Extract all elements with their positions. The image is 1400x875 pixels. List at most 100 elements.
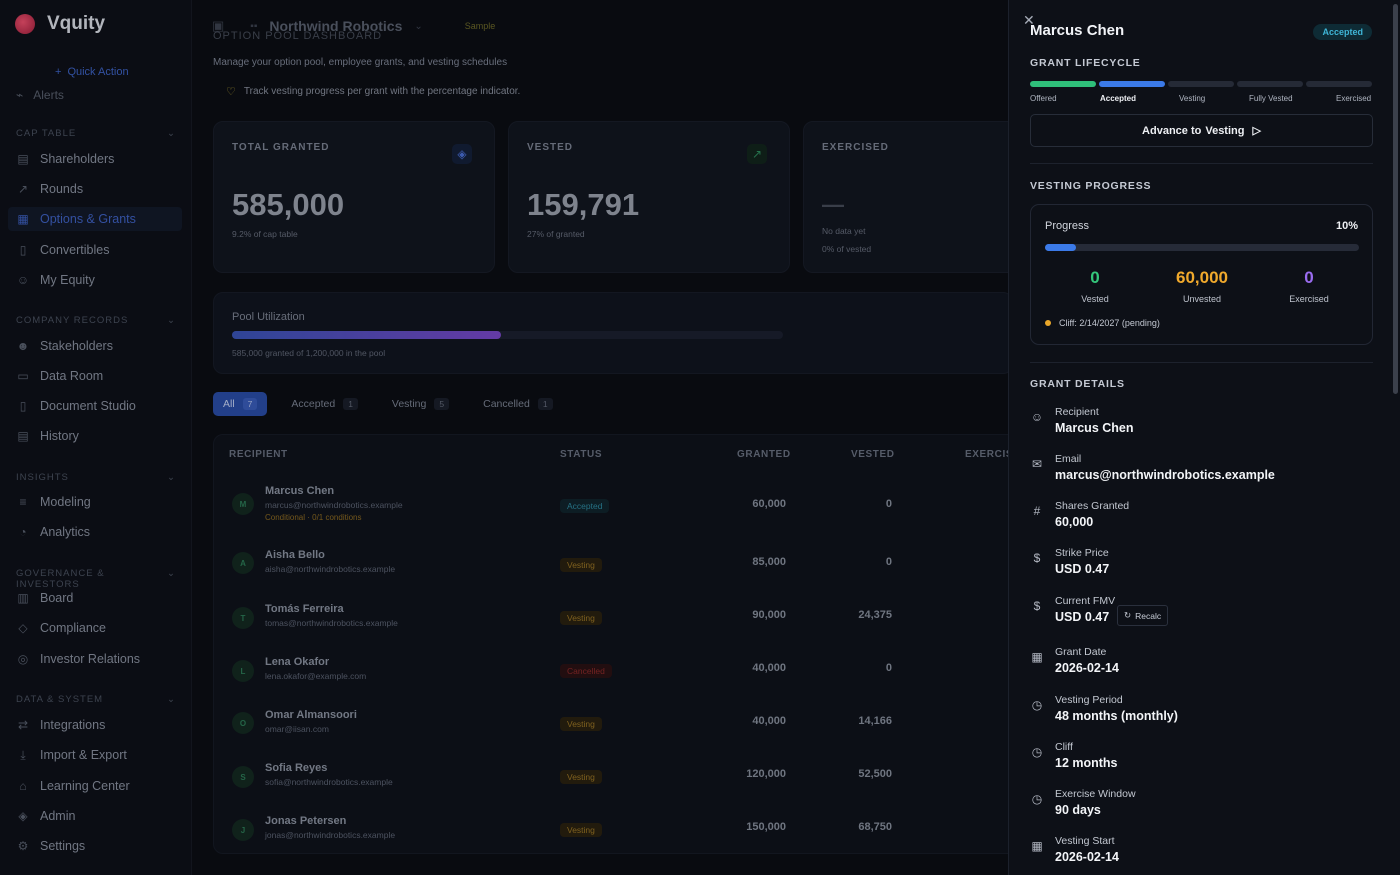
detail-cliff: ◷ Cliff 12 months — [1030, 741, 1373, 781]
sidebar-item-board[interactable]: ▥ Board — [17, 591, 74, 605]
detail-value: USD 0.47 — [1055, 610, 1110, 624]
org-switcher[interactable]: Northwind Robotics — [269, 18, 403, 34]
arrows-icon: ⇄ — [17, 718, 29, 732]
advance-to-vesting-button[interactable]: Advance to Vesting ▷ — [1030, 114, 1373, 147]
recipient-email: aisha@northwindrobotics.example — [265, 564, 396, 574]
column-header-vested[interactable]: VESTED — [851, 449, 895, 460]
lifecycle-label: Offered — [1030, 94, 1057, 103]
section-title-vesting: VESTING PROGRESS — [1030, 180, 1152, 192]
sidebar-item-admin[interactable]: ◈ Admin — [8, 804, 182, 828]
tab-accepted[interactable]: Accepted 1 — [281, 392, 368, 416]
section-company-records[interactable]: COMPANY RECORDS ⌄ — [16, 315, 176, 326]
sidebar-item-settings[interactable]: ⚙ Settings — [17, 839, 86, 853]
recalc-button[interactable]: ↻ Recalc — [1117, 605, 1169, 626]
drawer-title: Marcus Chen — [1030, 22, 1125, 39]
lifecycle-label: Accepted — [1100, 94, 1137, 103]
sidebar-item-rounds[interactable]: ↗ Rounds — [17, 182, 84, 196]
status-badge: Cancelled — [560, 664, 612, 678]
brand-logo-icon — [15, 14, 35, 34]
hash-icon: # — [1033, 504, 1041, 518]
sidebar-item-data-room[interactable]: ▭ Data Room — [17, 369, 104, 383]
folder-icon: ▭ — [17, 369, 29, 383]
sidebar-item-investor-relations[interactable]: ◎ Investor Relations — [17, 652, 141, 666]
recipient-email: sofia@northwindrobotics.example — [265, 777, 393, 787]
tab-vesting[interactable]: Vesting 5 — [382, 392, 459, 416]
recipient-name: Marcus Chen — [265, 485, 335, 497]
detail-value: USD 0.47 — [1055, 562, 1110, 576]
avatar: M — [232, 493, 254, 515]
granted-value: 150,000 — [746, 821, 786, 833]
table-row[interactable]: A Aisha Bello aisha@northwindrobotics.ex… — [214, 545, 1024, 597]
sidebar-item-analytics[interactable]: ◔ Analytics — [8, 520, 182, 544]
sidebar-toggle-icon[interactable]: ▣ — [212, 18, 225, 33]
graduation-cap-icon: ⌂ — [19, 779, 27, 793]
pie-icon: ◔ — [19, 525, 27, 539]
refresh-icon: ↻ — [1124, 610, 1132, 620]
table-row[interactable]: M Marcus Chen marcus@northwindrobotics.e… — [214, 479, 1024, 531]
detail-current-fmv: $ Current FMV USD 0.47 ↻ Recalc — [1030, 595, 1373, 635]
lifecycle-step-fully-vested — [1237, 81, 1303, 87]
sidebar-item-shareholders[interactable]: ▤ Shareholders — [17, 152, 115, 166]
column-header-status[interactable]: STATUS — [560, 449, 603, 460]
sidebar-item-alerts[interactable]: ⌁ Alerts — [16, 88, 64, 102]
section-insights[interactable]: INSIGHTS ⌄ — [16, 472, 176, 483]
detail-value: marcus@northwindrobotics.example — [1055, 468, 1275, 482]
vested-value: 52,500 — [858, 768, 892, 780]
trend-up-icon: ↗ — [747, 144, 767, 164]
section-cap-table[interactable]: CAP TABLE ⌄ — [16, 128, 176, 139]
lifecycle-step-offered — [1030, 81, 1096, 87]
close-icon[interactable]: ✕ — [1023, 12, 1035, 28]
sidebar-item-compliance[interactable]: ◇ Compliance — [8, 616, 182, 640]
tab-all[interactable]: All 7 — [213, 392, 268, 416]
trend-icon: ↗ — [17, 182, 29, 196]
tab-count: 1 — [537, 398, 553, 410]
gift-icon: ▦ — [17, 212, 29, 226]
pool-utilization-bar — [232, 331, 783, 339]
user-icon: ☺ — [1030, 410, 1044, 424]
table-row[interactable]: S Sofia Reyes sofia@northwindrobotics.ex… — [214, 757, 1024, 809]
table-row[interactable]: L Lena Okafor lena.okafor@example.com Ca… — [214, 651, 1024, 703]
users-icon: ☻ — [16, 339, 30, 353]
lifecycle-label: Exercised — [1336, 94, 1372, 103]
detail-label: Vesting Period — [1055, 694, 1123, 706]
section-governance[interactable]: GOVERNANCE & INVESTORS ⌄ — [16, 568, 176, 590]
page-title: OPTION POOL DASHBOARD — [213, 30, 383, 42]
column-header-exercised[interactable]: EXERCIS — [965, 449, 1014, 460]
section-data-system[interactable]: DATA & SYSTEM ⌄ — [16, 694, 176, 705]
sidebar-item-stakeholders[interactable]: ☻ Stakeholders — [16, 339, 113, 353]
sidebar-item-import-export[interactable]: ⤓ Import & Export — [8, 743, 182, 767]
table-row[interactable]: T Tomás Ferreira tomas@northwindrobotics… — [214, 598, 1024, 650]
granted-value: 90,000 — [752, 609, 786, 621]
chevron-down-icon[interactable]: ⌄ — [414, 20, 423, 32]
kpi-subtext: 0% of vested — [822, 244, 872, 254]
stat-value: 60,000 — [1176, 268, 1228, 287]
brand[interactable]: Vquity — [15, 13, 105, 35]
tip-banner: ♡ Track vesting progress per grant with … — [226, 85, 520, 98]
sidebar-item-document-studio[interactable]: ▯ Document Studio — [8, 394, 182, 418]
sidebar-item-learning-center[interactable]: ⌂ Learning Center — [8, 774, 182, 798]
sidebar-item-modeling[interactable]: ≡ Modeling — [8, 490, 182, 514]
kpi-subtext: 9.2% of cap table — [232, 229, 298, 239]
sidebar-item-options-grants[interactable]: ▦ Options & Grants — [8, 207, 182, 231]
table-icon: ▤ — [17, 152, 29, 166]
document-icon: ▯ — [19, 243, 27, 257]
sidebar-item-integrations[interactable]: ⇄ Integrations — [17, 718, 106, 732]
layers-icon: ◈ — [452, 144, 472, 164]
tab-cancelled[interactable]: Cancelled 1 — [473, 392, 562, 416]
table-row[interactable]: J Jonas Petersen jonas@northwindrobotics… — [214, 810, 1024, 862]
dollar-icon: $ — [1033, 551, 1041, 565]
divider — [1030, 163, 1373, 164]
pool-subtext: 585,000 granted of 1,200,000 in the pool — [232, 348, 386, 358]
quick-action-label: Quick Action — [67, 66, 129, 78]
sidebar-item-convertibles[interactable]: ▯ Convertibles — [8, 238, 182, 262]
column-header-recipient[interactable]: RECIPIENT — [229, 449, 288, 460]
sidebar-item-history[interactable]: ▤ History — [17, 429, 79, 443]
drawer-scrollbar[interactable] — [1393, 4, 1398, 394]
table-row[interactable]: O Omar Almansoori omar@iisan.com Vesting… — [214, 704, 1024, 756]
vested-value: 0 — [885, 498, 892, 510]
vested-value: 14,166 — [858, 715, 892, 727]
sidebar-item-my-equity[interactable]: ☺ My Equity — [16, 273, 95, 287]
quick-action-button[interactable]: + Quick Action — [55, 66, 129, 78]
section-title-details: GRANT DETAILS — [1030, 378, 1125, 390]
column-header-granted[interactable]: GRANTED — [737, 449, 791, 460]
